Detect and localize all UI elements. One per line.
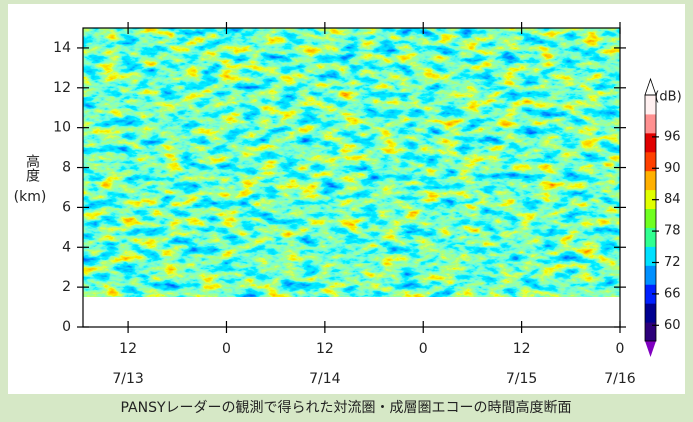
colorbar-swatch (645, 284, 656, 304)
date-label: 7/13 (112, 371, 143, 387)
colorbar-tick-label: 84 (664, 192, 681, 207)
colorbar-swatch (645, 265, 656, 285)
colorbar-swatch (645, 170, 656, 191)
colorbar-swatch (645, 132, 656, 153)
colorbar-frame (644, 94, 657, 342)
y-tick-label: 6 (62, 199, 71, 215)
colorbar-swatch (645, 246, 656, 266)
date-label: 7/16 (604, 371, 636, 387)
colorbar-tick-label: 72 (664, 255, 681, 270)
y-tick-label: 2 (62, 279, 71, 295)
plot-frame (82, 27, 621, 328)
x-tick-label: 0 (419, 341, 428, 357)
colorbar-swatch (645, 303, 656, 323)
colorbar-tick-label: 96 (664, 129, 681, 144)
y-axis-unit: (km) (14, 189, 47, 205)
date-label: 7/14 (309, 371, 341, 387)
colorbar-tick-label: 66 (664, 286, 681, 301)
echo-field (83, 28, 620, 297)
colorbar-tick-label: 78 (664, 224, 681, 239)
x-tick-label: 12 (119, 341, 137, 357)
colorbar-swatch (645, 113, 656, 134)
date-label: 7/15 (506, 371, 537, 387)
colorbar-tick-label: 90 (664, 161, 681, 176)
x-tick-label: 0 (222, 341, 231, 357)
colorbar-swatch (645, 322, 656, 342)
y-tick-label: 4 (62, 239, 71, 255)
colorbar-swatch (645, 227, 656, 247)
colorbar-swatch (645, 95, 656, 115)
x-tick-label: 0 (616, 341, 625, 357)
caption: PANSYレーダーの観測で得られた対流圏・成層圏エコーの時間高度断面 (120, 399, 571, 416)
y-axis-label: 高度 (24, 153, 40, 182)
colorbar-swatch (645, 189, 656, 210)
x-tick-label: 12 (513, 341, 531, 357)
y-tick-label: 8 (62, 160, 71, 176)
y-tick-label: 14 (53, 40, 71, 56)
y-tick-label: 12 (53, 80, 71, 96)
colorbar-swatch (645, 151, 656, 172)
y-tick-label: 10 (53, 120, 71, 136)
colorbar-bottom-arrow (645, 341, 656, 357)
colorbar-tick-label: 60 (664, 318, 681, 333)
x-tick-label: 12 (316, 341, 334, 357)
colorbar-label: (dB) (654, 90, 681, 105)
y-tick-label: 0 (62, 319, 71, 335)
colorbar-swatch (645, 208, 656, 228)
